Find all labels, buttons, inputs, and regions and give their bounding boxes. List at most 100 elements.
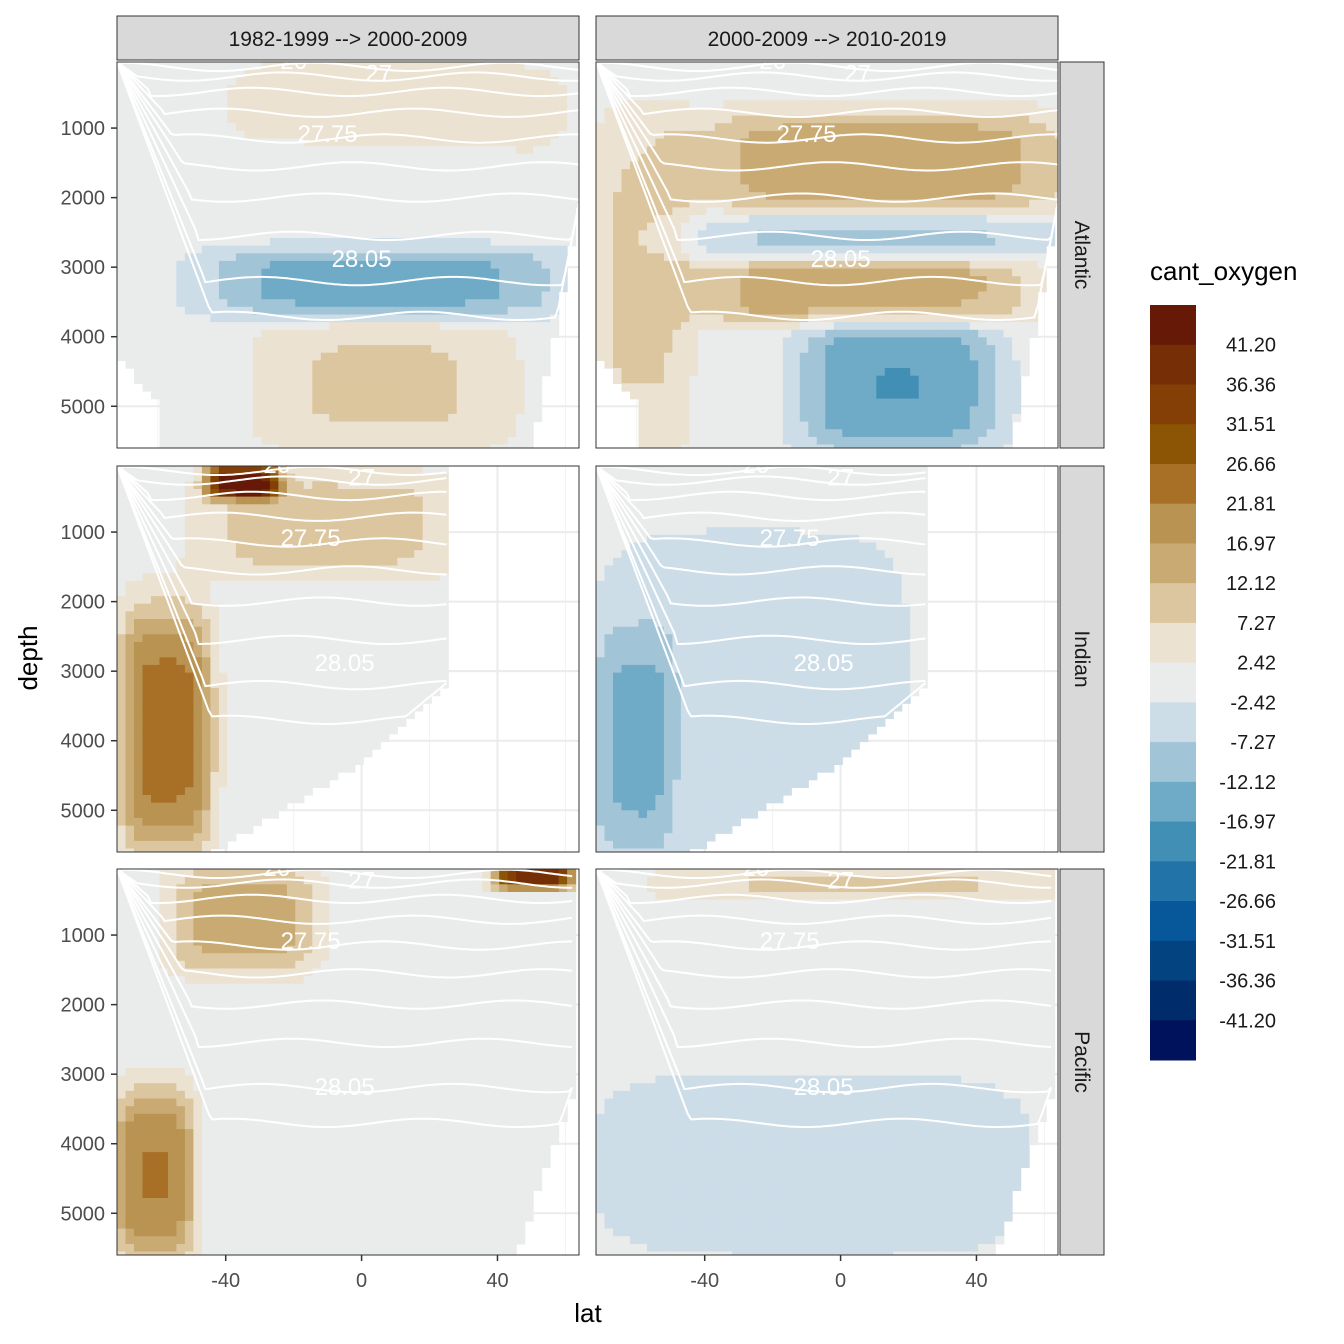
field-cell	[961, 230, 971, 239]
field-cell	[697, 314, 707, 323]
field-cell	[465, 398, 475, 407]
field-cell	[244, 337, 254, 346]
field-cell	[901, 100, 911, 109]
field-cell	[278, 360, 288, 369]
field-cell	[125, 238, 135, 247]
field-cell	[329, 352, 339, 361]
field-cell	[706, 260, 716, 270]
field-cell	[842, 283, 852, 293]
field-cell	[630, 268, 640, 277]
field-cell	[482, 169, 492, 178]
field-cell	[859, 291, 869, 300]
field-cell	[210, 192, 220, 201]
field-cell	[380, 283, 390, 293]
field-cell	[473, 238, 483, 247]
field-cell	[524, 123, 534, 132]
field-cell	[168, 383, 178, 392]
field-cell	[320, 253, 330, 262]
field-cell	[261, 375, 271, 384]
field-cell	[765, 337, 775, 346]
field-cell	[969, 260, 979, 270]
field-cell	[414, 215, 424, 224]
field-cell	[261, 192, 271, 201]
field-cell	[125, 62, 135, 71]
field-cell	[125, 138, 135, 147]
field-cell	[269, 306, 279, 316]
field-cell	[825, 130, 835, 140]
field-cell	[524, 337, 534, 346]
field-cell	[850, 291, 860, 300]
field-cell	[261, 230, 271, 239]
field-cell	[740, 115, 750, 124]
field-cell	[482, 153, 492, 163]
field-cell	[816, 153, 826, 163]
field-cell	[201, 383, 211, 392]
field-cell	[320, 207, 330, 216]
field-cell	[176, 421, 186, 430]
field-cell	[329, 138, 339, 147]
field-cell	[371, 230, 381, 239]
field-cell	[201, 85, 211, 94]
field-cell	[550, 260, 560, 270]
field-cell	[533, 146, 543, 155]
field-cell	[757, 130, 767, 140]
field-cell	[550, 153, 560, 163]
field-cell	[672, 322, 682, 331]
field-cell	[978, 100, 988, 109]
field-cell	[235, 299, 245, 308]
field-cell	[337, 238, 347, 247]
field-cell	[431, 107, 441, 117]
field-cell	[731, 360, 741, 369]
field-cell	[647, 383, 657, 392]
field-cell	[808, 107, 818, 117]
field-cell	[168, 368, 178, 377]
field-cell	[918, 123, 928, 132]
field-cell	[748, 436, 758, 446]
field-cell	[680, 398, 690, 407]
field-cell	[791, 77, 801, 86]
field-cell	[516, 368, 526, 377]
field-cell	[380, 322, 390, 331]
field-cell	[507, 92, 517, 101]
field-cell	[842, 253, 852, 262]
field-cell	[655, 138, 665, 147]
field-cell	[765, 207, 775, 216]
field-cell	[490, 283, 500, 293]
field-cell	[125, 130, 135, 140]
field-cell	[524, 153, 534, 163]
field-cell	[516, 436, 526, 446]
field-cell	[414, 199, 424, 208]
column-strip-label: 2000-2009 --> 2010-2019	[708, 28, 947, 51]
field-cell	[201, 314, 211, 323]
field-cell	[210, 368, 220, 377]
field-cell	[473, 215, 483, 224]
field-cell	[533, 360, 543, 369]
field-cell	[159, 375, 169, 384]
field-cell	[439, 291, 449, 300]
field-cell	[218, 100, 228, 109]
field-cell	[799, 169, 809, 178]
field-cell	[465, 238, 475, 247]
field-cell	[168, 253, 178, 262]
field-cell	[269, 92, 279, 101]
field-cell	[723, 398, 733, 407]
field-cell	[748, 291, 758, 300]
field-cell	[168, 92, 178, 101]
field-cell	[884, 222, 894, 231]
field-cell	[159, 100, 169, 109]
field-cell	[969, 306, 979, 316]
row-strip-atlantic: Atlantic	[1059, 61, 1105, 449]
field-cell	[320, 352, 330, 361]
field-cell	[244, 245, 254, 254]
field-cell	[235, 436, 245, 446]
field-cell	[269, 375, 279, 384]
field-cell	[596, 329, 606, 339]
field-cell	[482, 360, 492, 369]
field-cell	[859, 314, 869, 323]
field-cell	[689, 62, 699, 71]
field-cell	[731, 77, 741, 86]
field-cell	[312, 222, 322, 231]
column-strip-left: 1982-1999 --> 2000-2009	[116, 15, 580, 61]
field-cell	[286, 123, 296, 132]
field-cell	[825, 436, 835, 446]
